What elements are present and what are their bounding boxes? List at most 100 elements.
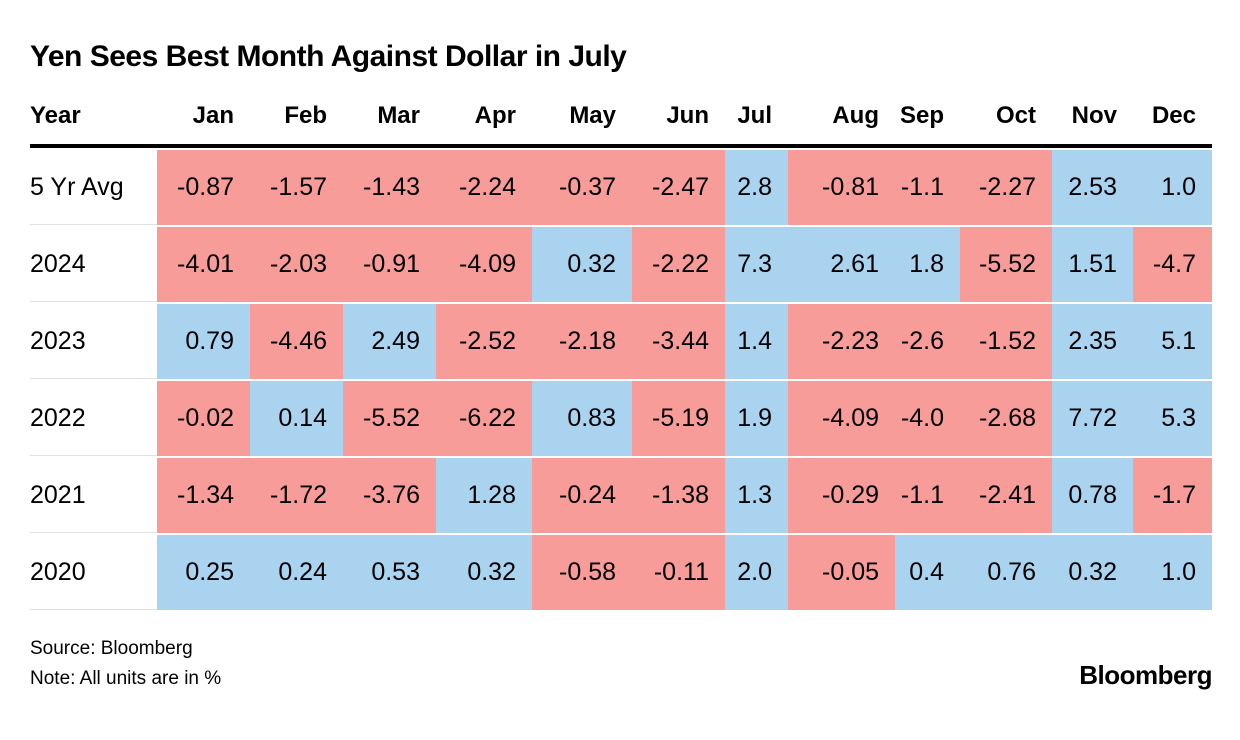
month-column-header: Feb (250, 102, 343, 148)
table-row: 2022 -0.02 0.14 -5.52 -6.22 0.83 -5.19 1.9 -4.09… (30, 381, 1212, 456)
table-row: 2020 0.25 0.24 0.53 0.32 -0.58 -0.11 2.0 -0.05 0.… (30, 535, 1212, 610)
value-cell: 7.3 (725, 227, 788, 302)
value-cell: -0.05 (788, 535, 895, 610)
value-cell: 1.28 (436, 458, 532, 533)
value-cell: 2.8 (725, 150, 788, 225)
value-cell: 5.1 (1133, 304, 1212, 379)
value-cell: -1.38 (632, 458, 725, 533)
month-column-header: Sep (895, 102, 960, 148)
value-cell: 1.9 (725, 381, 788, 456)
value-cell: 1.51 (1052, 227, 1133, 302)
table-row: 5 Yr Avg -0.87 -1.57 -1.43 -2.24 -0.37 -2.47 2.… (30, 150, 1212, 225)
value-cell: -0.02 (157, 381, 250, 456)
value-cell: -0.24 (532, 458, 632, 533)
table-row: 2024 -4.01 -2.03 -0.91 -4.09 0.32 -2.22 7.3 2.61… (30, 227, 1212, 302)
row-label: 2023 (30, 304, 157, 379)
source-text: Source: Bloomberg (30, 638, 193, 659)
value-cell: -0.87 (157, 150, 250, 225)
value-cell: 0.83 (532, 381, 632, 456)
value-cell: 0.25 (157, 535, 250, 610)
value-cell: -2.47 (632, 150, 725, 225)
value-cell: -0.11 (632, 535, 725, 610)
footer-notes: Source: Bloomberg Note: All units are in… (30, 634, 221, 695)
value-cell: -2.18 (532, 304, 632, 379)
value-cell: -2.23 (788, 304, 895, 379)
value-cell: -4.09 (436, 227, 532, 302)
table-row: 2023 0.79 -4.46 2.49 -2.52 -2.18 -3.44 1.4 -2.23… (30, 304, 1212, 379)
value-cell: -0.29 (788, 458, 895, 533)
value-cell: 0.24 (250, 535, 343, 610)
value-cell: -0.91 (343, 227, 436, 302)
month-column-header: Mar (343, 102, 436, 148)
value-cell: 0.32 (1052, 535, 1133, 610)
value-cell: -2.03 (250, 227, 343, 302)
table-body: 5 Yr Avg -0.87 -1.57 -1.43 -2.24 -0.37 -2.47 2.… (30, 150, 1212, 610)
row-label: 2020 (30, 535, 157, 610)
month-column-header: May (532, 102, 632, 148)
value-cell: -1.34 (157, 458, 250, 533)
units-note: Note: All units are in % (30, 668, 222, 690)
row-label: 5 Yr Avg (30, 150, 157, 225)
value-cell: -5.19 (632, 381, 725, 456)
value-cell: 7.72 (1052, 381, 1133, 456)
month-column-header: Apr (436, 102, 532, 148)
value-cell: -1.43 (343, 150, 436, 225)
value-cell: 2.49 (343, 304, 436, 379)
value-cell: 1.0 (1133, 150, 1212, 225)
value-cell: -4.46 (250, 304, 343, 379)
month-column-header: Jun (632, 102, 725, 148)
value-cell: 5.3 (1133, 381, 1212, 456)
value-cell: 2.35 (1052, 304, 1133, 379)
value-cell: 1.4 (725, 304, 788, 379)
table-header-row: Year Jan Feb Mar Apr May Jun Jul Aug Sep Oct Nov Dec (30, 102, 1212, 148)
row-label: 2024 (30, 227, 157, 302)
value-cell: 2.61 (788, 227, 895, 302)
month-column-header: Dec (1133, 102, 1212, 148)
bloomberg-logo: Bloomberg (1079, 659, 1212, 690)
monthly-returns-table: Year Jan Feb Mar Apr May Jun Jul Aug Sep Oct Nov Dec… (30, 100, 1212, 612)
value-cell: 2.0 (725, 535, 788, 610)
value-cell: -0.58 (532, 535, 632, 610)
year-column-header: Year (30, 102, 157, 148)
value-cell: 1.3 (725, 458, 788, 533)
value-cell: 0.53 (343, 535, 436, 610)
month-column-header: Jul (725, 102, 788, 148)
value-cell: 0.76 (960, 535, 1052, 610)
value-cell: -0.37 (532, 150, 632, 225)
value-cell: -0.81 (788, 150, 895, 225)
value-cell: 0.32 (436, 535, 532, 610)
value-cell: -2.24 (436, 150, 532, 225)
value-cell: -1.1 (895, 150, 960, 225)
value-cell: -3.76 (343, 458, 436, 533)
value-cell: -4.0 (895, 381, 960, 456)
value-cell: -5.52 (960, 227, 1052, 302)
value-cell: -1.72 (250, 458, 343, 533)
value-cell: -2.27 (960, 150, 1052, 225)
chart-title: Yen Sees Best Month Against Dollar in Ju… (30, 40, 627, 73)
value-cell: 0.79 (157, 304, 250, 379)
value-cell: -1.52 (960, 304, 1052, 379)
chart-footer: Source: Bloomberg Note: All units are in… (30, 634, 1212, 695)
value-cell: -4.01 (157, 227, 250, 302)
month-column-header: Aug (788, 102, 895, 148)
month-column-header: Jan (157, 102, 250, 148)
value-cell: 0.78 (1052, 458, 1133, 533)
table-row: 2021 -1.34 -1.72 -3.76 1.28 -0.24 -1.38 1.3 -0.2… (30, 458, 1212, 533)
value-cell: -2.68 (960, 381, 1052, 456)
value-cell: -4.7 (1133, 227, 1212, 302)
value-cell: 0.14 (250, 381, 343, 456)
value-cell: -2.41 (960, 458, 1052, 533)
value-cell: -5.52 (343, 381, 436, 456)
value-cell: 1.0 (1133, 535, 1212, 610)
month-column-header: Nov (1052, 102, 1133, 148)
row-label: 2022 (30, 381, 157, 456)
value-cell: -1.7 (1133, 458, 1212, 533)
value-cell: -2.6 (895, 304, 960, 379)
value-cell: -2.22 (632, 227, 725, 302)
value-cell: 0.32 (532, 227, 632, 302)
month-column-header: Oct (960, 102, 1052, 148)
value-cell: 2.53 (1052, 150, 1133, 225)
value-cell: -1.57 (250, 150, 343, 225)
value-cell: -2.52 (436, 304, 532, 379)
